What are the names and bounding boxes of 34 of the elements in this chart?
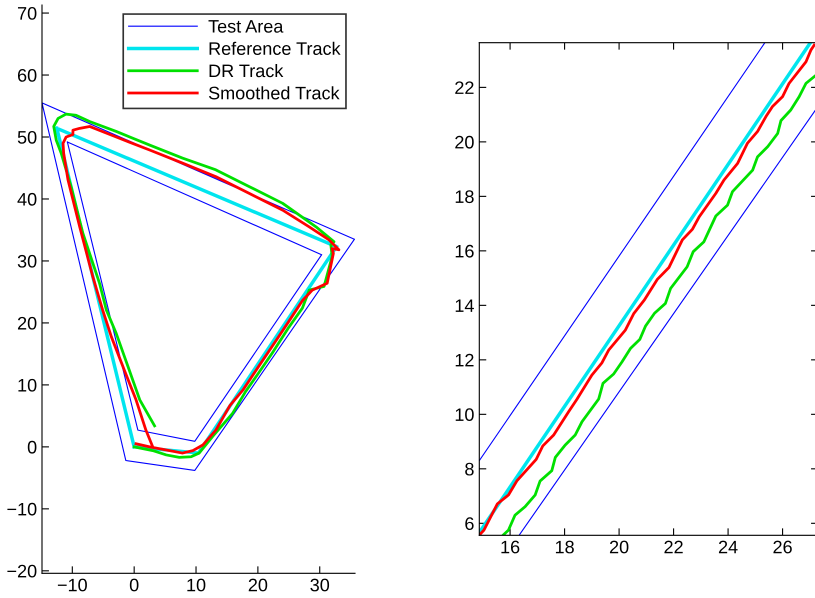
x-tick-label: 20 — [610, 540, 628, 554]
x-tick-label: 10 — [187, 578, 206, 592]
y-tick-label: 50 — [18, 130, 36, 144]
y-tick-label: 10 — [456, 408, 474, 422]
legend-label: Smoothed Track — [208, 86, 340, 100]
y-tick-label: 12 — [456, 354, 474, 366]
y-tick-label: 0 — [28, 440, 36, 454]
y-tick-label: 20 — [455, 136, 474, 149]
legend-label: DR Track — [210, 64, 284, 78]
x-tick-label: −10 — [58, 578, 87, 592]
y-tick-label: 22 — [455, 81, 474, 94]
x-tick-label: 0 — [130, 578, 138, 592]
y-tick-label: 40 — [17, 192, 36, 206]
y-tick-label: 70 — [18, 6, 36, 20]
y-tick-label: 10 — [18, 378, 36, 392]
y-tick-label: 14 — [456, 299, 474, 312]
y-tick-label: 18 — [456, 190, 474, 204]
y-tick-label: 30 — [18, 254, 36, 268]
x-tick-label: 30 — [310, 578, 330, 592]
x-tick-label: 24 — [718, 540, 738, 554]
y-tick-label: −20 — [7, 564, 36, 578]
y-tick-label: −10 — [7, 502, 36, 516]
x-tick-label: 20 — [248, 578, 268, 592]
y-tick-label: 8 — [465, 462, 474, 476]
y-tick-label: 60 — [18, 68, 36, 82]
legend-label: Reference Track — [210, 42, 341, 55]
legend-label: Test Area — [208, 20, 284, 33]
x-tick-label: 18 — [556, 540, 574, 554]
y-tick-label: 6 — [465, 517, 474, 530]
y-tick-label: 20 — [18, 316, 36, 330]
x-tick-label: 26 — [773, 540, 792, 554]
x-tick-label: 22 — [664, 540, 683, 554]
y-tick-label: 16 — [456, 244, 474, 258]
x-tick-label: 16 — [501, 540, 520, 554]
